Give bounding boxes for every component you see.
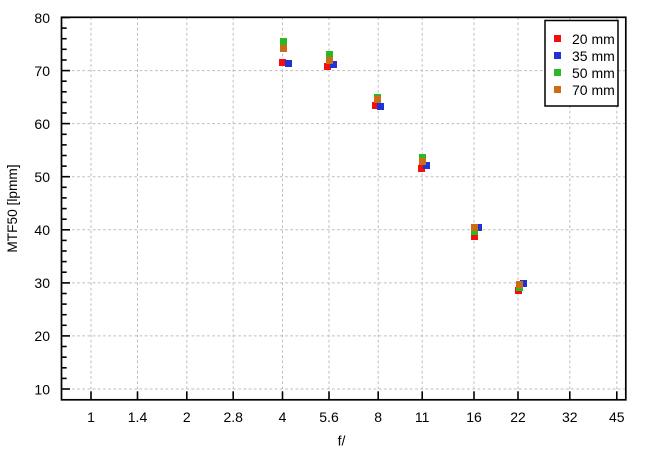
svg-text:35 mm: 35 mm bbox=[572, 48, 615, 64]
svg-text:5.6: 5.6 bbox=[319, 409, 339, 425]
svg-text:f/: f/ bbox=[338, 433, 346, 449]
svg-text:1: 1 bbox=[87, 409, 95, 425]
svg-text:50 mm: 50 mm bbox=[572, 65, 615, 81]
svg-text:30: 30 bbox=[34, 275, 50, 291]
svg-text:1.4: 1.4 bbox=[128, 409, 148, 425]
svg-text:2.8: 2.8 bbox=[223, 409, 243, 425]
svg-text:70: 70 bbox=[34, 63, 50, 79]
svg-text:80: 80 bbox=[34, 10, 50, 26]
svg-text:32: 32 bbox=[562, 409, 578, 425]
svg-text:70 mm: 70 mm bbox=[572, 82, 615, 98]
svg-text:11: 11 bbox=[415, 409, 430, 425]
svg-text:20: 20 bbox=[34, 328, 50, 344]
svg-text:10: 10 bbox=[34, 381, 50, 397]
svg-text:50: 50 bbox=[34, 169, 50, 185]
svg-text:16: 16 bbox=[466, 409, 482, 425]
svg-text:45: 45 bbox=[609, 409, 625, 425]
svg-text:4: 4 bbox=[279, 409, 287, 425]
svg-text:8: 8 bbox=[374, 409, 382, 425]
svg-text:2: 2 bbox=[183, 409, 191, 425]
svg-text:22: 22 bbox=[510, 409, 526, 425]
svg-text:40: 40 bbox=[34, 222, 50, 238]
svg-text:20 mm: 20 mm bbox=[572, 31, 615, 47]
svg-text:60: 60 bbox=[34, 116, 50, 132]
svg-text:MTF50 [lpmm]: MTF50 [lpmm] bbox=[5, 164, 20, 252]
